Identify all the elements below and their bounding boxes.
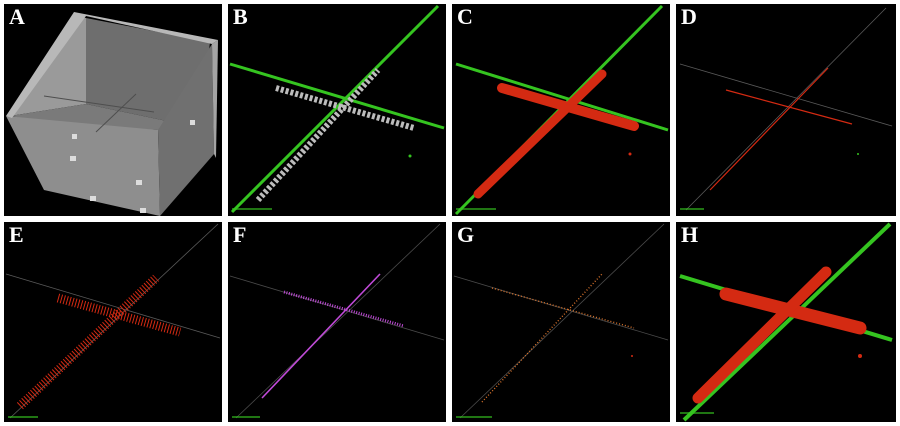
panel-e: E xyxy=(4,222,222,422)
panel-label-c: C xyxy=(457,4,473,29)
panel-label-d: D xyxy=(681,4,697,29)
thin-red-cross-image xyxy=(679,7,893,211)
panel-label-g: G xyxy=(457,222,475,247)
panel-label-a: A xyxy=(9,4,25,29)
panel-a: A xyxy=(4,4,222,216)
panel-d: D xyxy=(676,4,896,216)
panel-label-f: F xyxy=(233,222,247,247)
panel-h: H xyxy=(676,222,896,422)
red-hatched-cross-image xyxy=(5,223,221,419)
red-tube-cross-image xyxy=(679,222,893,422)
panel-c: C xyxy=(452,4,670,216)
panel-label-e: E xyxy=(9,222,24,247)
panel-b: B xyxy=(228,4,446,216)
panel-label-h: H xyxy=(681,222,699,247)
panel-f: F xyxy=(228,222,446,422)
orange-dotted-cross-image xyxy=(453,223,669,419)
panel-label-b: B xyxy=(233,4,248,29)
box-render-image xyxy=(6,12,218,216)
red-cross-image xyxy=(454,4,669,216)
gray-cross-image xyxy=(229,4,445,214)
panel-g: G xyxy=(452,222,670,422)
magenta-cross-image xyxy=(229,223,445,419)
